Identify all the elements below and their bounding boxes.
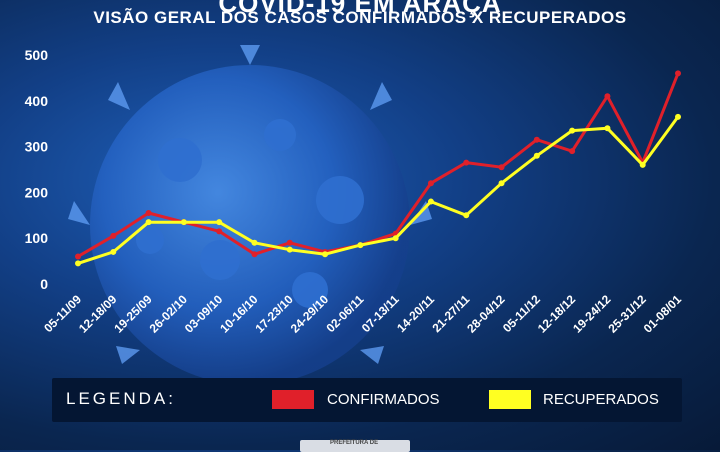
x-tick-label: 14-20/11 bbox=[394, 292, 437, 335]
data-point-recuperados bbox=[286, 246, 293, 253]
data-point-recuperados bbox=[427, 198, 434, 205]
x-tick-label: 10-16/10 bbox=[217, 292, 261, 336]
legend-label-confirmados: CONFIRMADOS bbox=[327, 391, 440, 408]
x-tick-label: 02-06/11 bbox=[324, 292, 367, 335]
data-point-recuperados bbox=[216, 219, 223, 226]
data-point-recuperados bbox=[569, 127, 576, 134]
data-point-confirmados bbox=[498, 164, 505, 171]
data-point-recuperados bbox=[322, 251, 329, 258]
series-line-recuperados bbox=[76, 115, 680, 265]
data-point-recuperados bbox=[110, 248, 117, 255]
series-line-confirmados bbox=[76, 71, 680, 258]
x-tick-label: 19-25/09 bbox=[111, 292, 155, 336]
data-point-confirmados bbox=[110, 232, 117, 239]
data-point-confirmados bbox=[533, 136, 540, 143]
data-point-confirmados bbox=[569, 148, 576, 155]
x-tick-label: 12-18/12 bbox=[535, 292, 579, 336]
data-point-recuperados bbox=[533, 152, 540, 159]
x-tick-label: 26-02/10 bbox=[147, 292, 191, 336]
legend-label-recuperados: RECUPERADOS bbox=[543, 391, 659, 408]
x-tick-label: 25-31/12 bbox=[605, 292, 649, 336]
data-point-confirmados bbox=[75, 253, 81, 260]
page-title: COVID-19 EM ARAÇÁ bbox=[218, 0, 502, 18]
y-tick-label: 300 bbox=[25, 139, 49, 155]
y-tick-label: 400 bbox=[25, 93, 49, 109]
data-point-confirmados bbox=[604, 93, 611, 100]
data-point-confirmados bbox=[216, 228, 223, 235]
legend-box: LEGENDA: CONFIRMADOS RECUPERADOS bbox=[52, 378, 682, 422]
y-tick-label: 500 bbox=[25, 47, 49, 63]
x-tick-label: 12-18/09 bbox=[76, 292, 120, 336]
data-point-recuperados bbox=[604, 125, 611, 132]
data-point-recuperados bbox=[639, 161, 646, 168]
data-point-confirmados bbox=[675, 70, 681, 77]
data-point-recuperados bbox=[180, 219, 187, 226]
x-tick-label: 17-23/10 bbox=[252, 292, 296, 336]
y-tick-label: 0 bbox=[40, 276, 48, 292]
x-tick-label: 19-24/12 bbox=[570, 292, 614, 336]
legend-swatch-recuperados bbox=[489, 390, 531, 409]
chart-subtitle: VISÃO GERAL DOS CASOS CONFIRMADOS X RECU… bbox=[93, 8, 627, 27]
data-point-recuperados bbox=[145, 219, 152, 226]
data-point-recuperados bbox=[392, 235, 399, 242]
legend-swatch-confirmados bbox=[272, 390, 314, 409]
data-point-recuperados bbox=[498, 180, 505, 187]
data-point-confirmados bbox=[251, 251, 258, 258]
x-tick-label: 07-13/11 bbox=[359, 292, 402, 335]
x-tick-label: 28-04/12 bbox=[464, 292, 508, 336]
data-point-recuperados bbox=[251, 239, 258, 246]
data-point-recuperados bbox=[675, 113, 681, 120]
data-point-recuperados bbox=[75, 260, 81, 267]
data-point-confirmados bbox=[427, 180, 434, 187]
data-point-confirmados bbox=[145, 210, 152, 217]
logo-text: PREFEITURA DE bbox=[330, 440, 379, 446]
municipality-logo bbox=[300, 440, 410, 452]
data-point-recuperados bbox=[357, 242, 364, 249]
x-tick-label: 24-29/10 bbox=[288, 292, 332, 336]
legend-title: LEGENDA: bbox=[66, 389, 176, 408]
x-tick-label: 03-09/10 bbox=[182, 292, 226, 336]
y-tick-label: 200 bbox=[25, 184, 49, 200]
x-tick-label: 01-08/01 bbox=[641, 292, 685, 336]
data-point-confirmados bbox=[286, 239, 293, 246]
y-tick-label: 100 bbox=[25, 230, 49, 246]
data-point-confirmados bbox=[463, 159, 470, 166]
data-point-recuperados bbox=[463, 212, 470, 219]
line-chart: 010020030040050005-11/0912-18/0919-25/09… bbox=[25, 47, 685, 336]
